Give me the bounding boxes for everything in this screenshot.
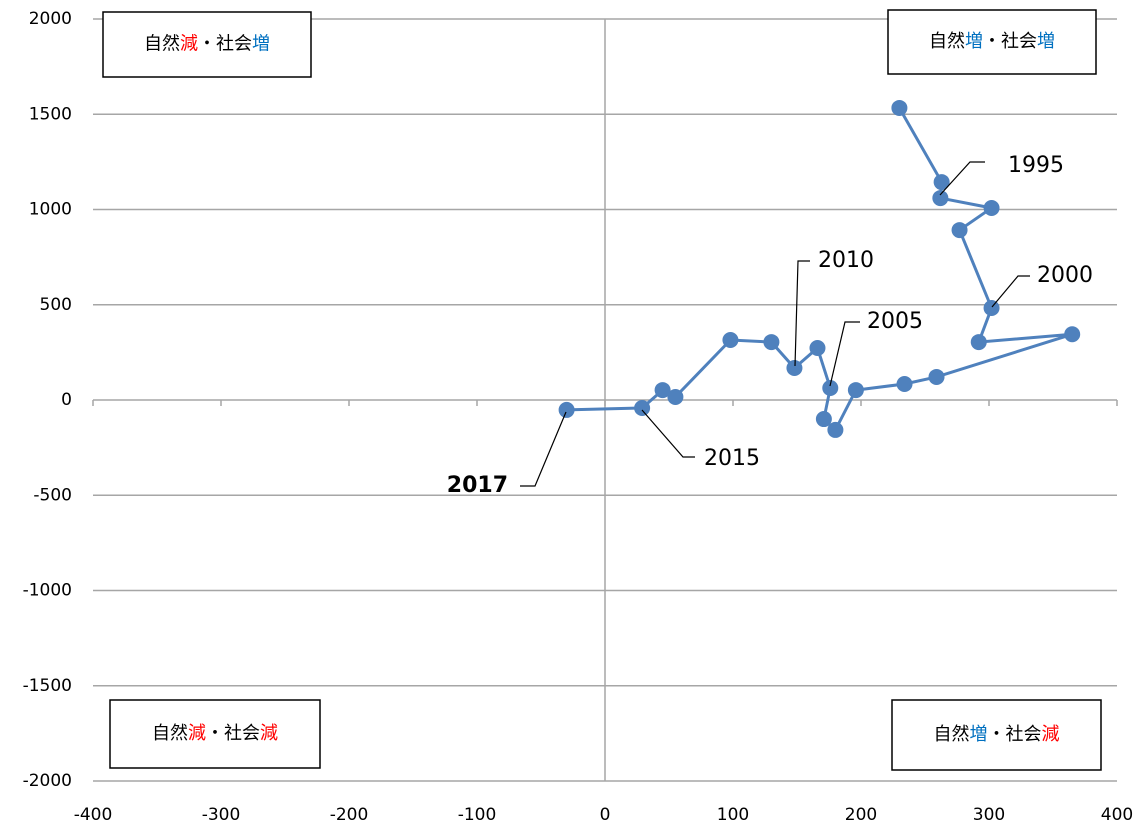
quadrant-label-part: 自然: [934, 724, 970, 745]
data-point: [654, 382, 671, 399]
y-tick-label: 2000: [29, 9, 72, 29]
x-tick-label: -200: [330, 805, 369, 825]
annotation: 2010: [818, 248, 874, 273]
data-point: [896, 375, 913, 392]
quadrant-label-part: 増: [970, 724, 988, 745]
data-point: [763, 334, 780, 351]
annotation-leader: [939, 161, 985, 196]
quadrant-label-part: 自然: [152, 723, 188, 744]
data-point: [847, 382, 864, 399]
data-point: [951, 222, 968, 239]
data-point: [970, 334, 987, 351]
quadrant-label-part: 増: [1037, 31, 1055, 52]
quadrant-label: 自然増・社会増: [929, 31, 1055, 52]
series-line: [566, 107, 1073, 433]
data-point: [667, 388, 684, 405]
annotation-leader: [794, 260, 810, 367]
data-point: [722, 331, 739, 348]
quadrant-label-part: 自然: [144, 34, 180, 55]
data-point: [1064, 326, 1081, 343]
annotation-leader: [829, 321, 860, 387]
y-tick-label: -1000: [23, 581, 72, 601]
y-tick-label: -500: [33, 485, 72, 505]
data-point: [815, 411, 832, 428]
y-tick-label: -1500: [23, 676, 72, 696]
quadrant-label-part: ・社会: [198, 34, 252, 55]
y-tick-label: 1000: [29, 200, 72, 220]
y-tick-label: 1500: [29, 104, 72, 124]
annotation: 2015: [704, 446, 760, 471]
data-point: [827, 421, 844, 438]
data-point: [891, 99, 908, 116]
annotation-leader: [520, 411, 567, 487]
quadrant-label: 自然減・社会増: [144, 34, 270, 55]
data-point: [634, 400, 651, 417]
data-point: [928, 368, 945, 385]
quadrant-label-part: 自然: [929, 31, 965, 52]
quadrant-label-part: 減: [1042, 724, 1060, 745]
annotation: 2005: [867, 309, 923, 334]
x-tick-label: 300: [973, 805, 1005, 825]
data-point: [822, 379, 839, 396]
x-tick-label: 100: [717, 805, 749, 825]
quadrant-label-part: 増: [965, 31, 983, 52]
data-point: [933, 174, 950, 191]
quadrant-label: 自然減・社会減: [152, 723, 278, 744]
x-tick-label: -300: [202, 805, 241, 825]
x-tick-label: -100: [458, 805, 497, 825]
annotation: 2017: [447, 473, 508, 498]
y-tick-label: 500: [40, 295, 72, 315]
data-point: [809, 339, 826, 356]
x-tick-label: 200: [845, 805, 877, 825]
quadrant-label-part: 減: [180, 34, 198, 55]
quadrant-box: [109, 699, 321, 769]
data-point: [558, 401, 575, 418]
quadrant-label-part: ・社会: [983, 31, 1037, 52]
annotation-leader: [641, 409, 695, 458]
quadrant-label-part: ・社会: [206, 723, 260, 744]
annotation: 1995: [1008, 153, 1064, 178]
quadrant-label-part: ・社会: [988, 724, 1042, 745]
data-point: [983, 199, 1000, 216]
quadrant-box: [102, 11, 312, 78]
x-tick-label: 0: [600, 805, 611, 825]
y-tick-label: 0: [61, 390, 72, 410]
y-tick-label: -2000: [23, 771, 72, 791]
quadrant-label: 自然増・社会減: [934, 724, 1060, 745]
quadrant-label-part: 増: [252, 34, 270, 55]
annotation-leader: [991, 275, 1030, 308]
data-point: [786, 359, 803, 376]
data-point: [932, 190, 949, 207]
quadrant-box: [887, 9, 1097, 75]
annotation: 2000: [1037, 263, 1093, 288]
x-tick-label: -400: [74, 805, 113, 825]
x-tick-label: 400: [1101, 805, 1133, 825]
quadrant-label-part: 減: [260, 723, 278, 744]
data-point: [983, 299, 1000, 316]
quadrant-box: [891, 699, 1102, 771]
quadrant-label-part: 減: [188, 723, 206, 744]
